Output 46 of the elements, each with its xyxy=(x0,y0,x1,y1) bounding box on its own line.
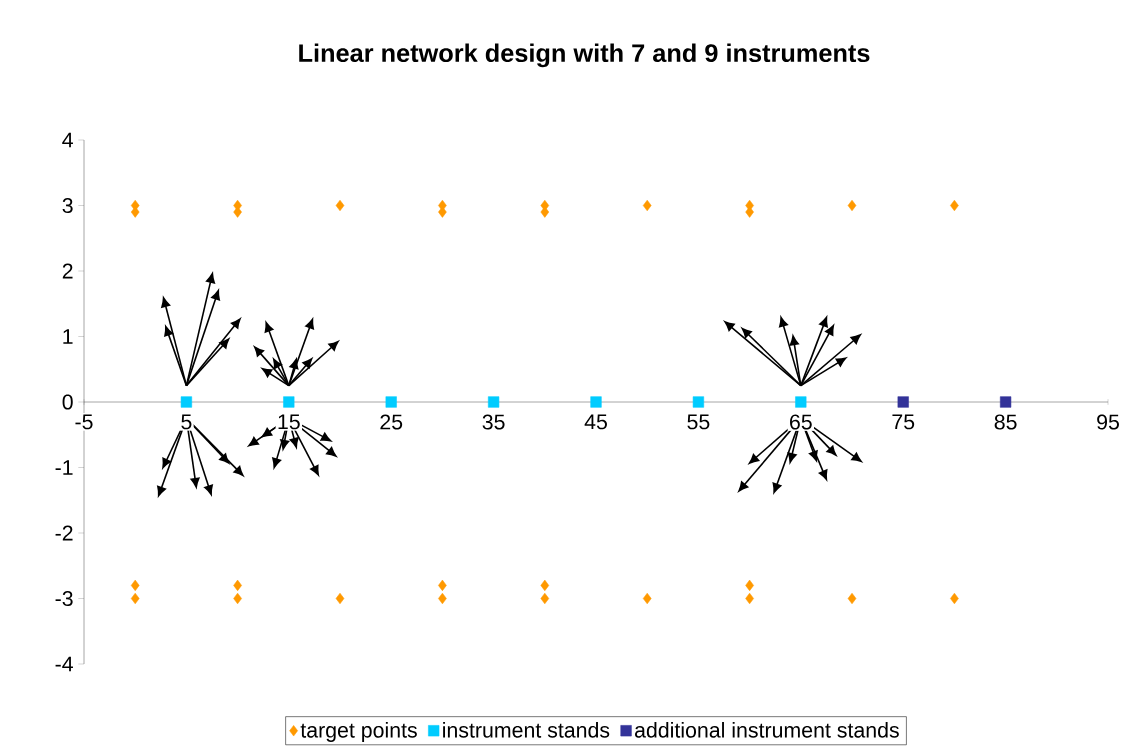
y-tick-label: 1 xyxy=(63,329,73,344)
point xyxy=(847,592,857,605)
x-tick-label: 85 xyxy=(994,414,1017,430)
x-tick-label: 25 xyxy=(380,414,403,430)
point xyxy=(590,396,602,408)
x-tick-label: 55 xyxy=(687,414,710,430)
x-tick-label: 75 xyxy=(892,414,915,430)
point xyxy=(642,592,652,605)
point xyxy=(540,579,550,591)
x-tick-label: 45 xyxy=(584,414,607,430)
legend-label: instrument stands xyxy=(443,722,610,738)
point xyxy=(642,199,652,212)
point xyxy=(847,199,857,212)
point xyxy=(335,199,345,212)
point xyxy=(335,592,345,605)
y-tick-label: 3 xyxy=(62,197,73,214)
x-tick-label: 15 xyxy=(278,414,300,430)
point xyxy=(540,592,550,605)
y-tick-label: 0 xyxy=(62,394,73,410)
point xyxy=(233,579,242,591)
y-tick-label: 4 xyxy=(62,132,73,148)
point xyxy=(130,592,140,605)
x-tick-label: -5 xyxy=(75,414,93,430)
point xyxy=(1000,396,1012,408)
point xyxy=(745,579,754,591)
x-tick-label: 35 xyxy=(482,414,505,430)
legend-label: additional instrument stands xyxy=(634,722,899,738)
y-tick-label: -1 xyxy=(55,460,73,475)
legend-label: target points xyxy=(300,722,417,742)
y-tick-label: 2 xyxy=(62,263,73,279)
point xyxy=(795,396,807,408)
point xyxy=(130,579,140,591)
point xyxy=(180,396,193,408)
x-tick-label: 95 xyxy=(1097,414,1119,430)
point xyxy=(283,396,295,408)
point xyxy=(438,579,447,591)
y-tick-label: -4 xyxy=(55,656,73,672)
x-tick-label: 65 xyxy=(790,414,812,430)
x-tick-label: 5 xyxy=(181,414,192,430)
point xyxy=(692,396,705,408)
y-tick-label: -3 xyxy=(55,590,73,607)
chart-title: Linear network design with 7 and 9 instruments xyxy=(299,43,870,68)
y-tick-label: -2 xyxy=(55,525,73,541)
point xyxy=(385,396,397,408)
point xyxy=(488,396,500,408)
point xyxy=(897,396,909,408)
